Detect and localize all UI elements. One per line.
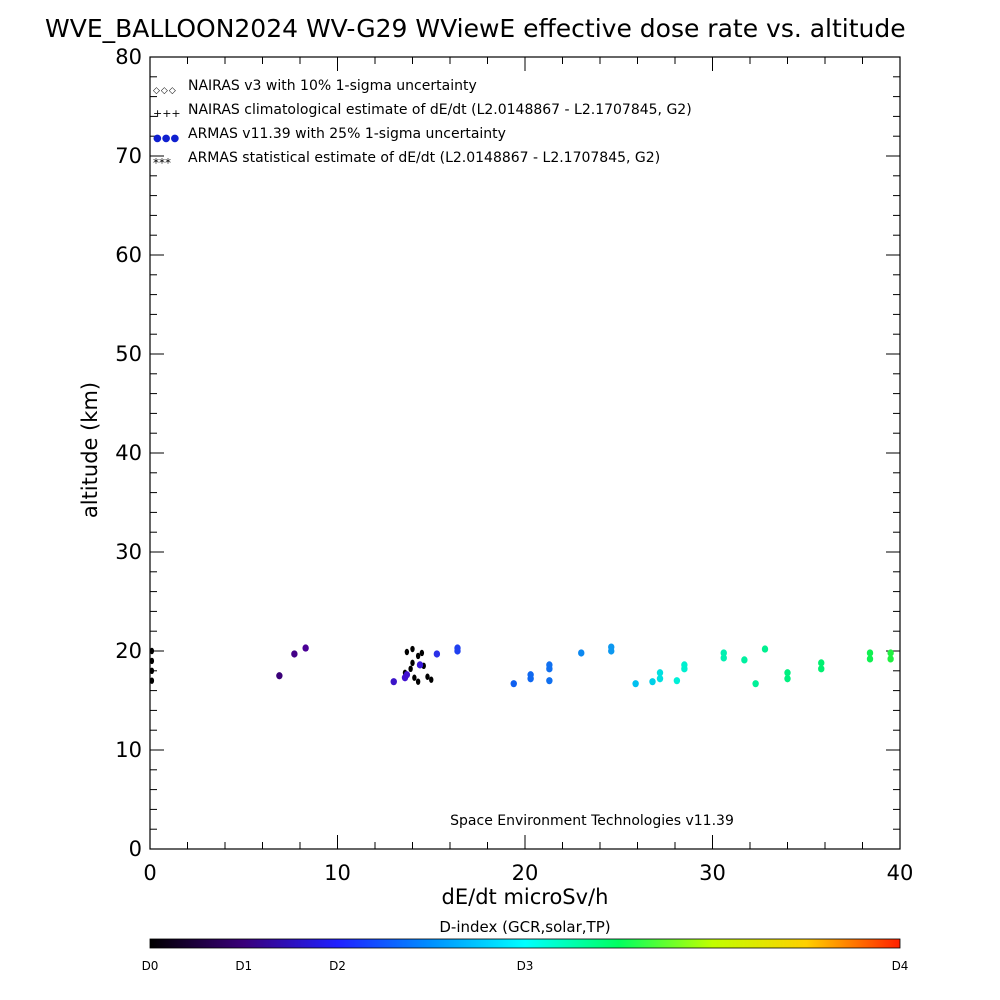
data-point: [673, 677, 681, 685]
data-point: [761, 645, 769, 653]
data-point-black: [149, 677, 155, 684]
x-tick-label: 40: [887, 861, 914, 885]
data-point: [784, 669, 791, 677]
colorbar-label: D1: [235, 959, 252, 973]
x-tick-label: 20: [512, 861, 539, 885]
legend-entry-armas: ●●● ARMAS v11.39 with 25% 1-sigma uncert…: [153, 126, 506, 144]
y-tick-label: 20: [115, 639, 142, 663]
x-axis-label: dE/dt microSv/h: [442, 885, 609, 909]
y-tick-label: 50: [115, 342, 142, 366]
plot-frame: [149, 56, 901, 850]
data-point-black: [415, 652, 421, 660]
colorbar-labels: D0 D1 D2 D3 D4: [142, 959, 909, 973]
x-tick-label: 30: [699, 861, 726, 885]
data-point: [818, 665, 825, 673]
data-point: [656, 669, 664, 677]
data-point-black: [429, 676, 434, 683]
y-tick-label: 70: [115, 144, 142, 168]
data-point-black: [419, 649, 425, 657]
data-point-black: [149, 657, 155, 665]
data-point: [741, 656, 748, 664]
y-tick-label: 30: [115, 540, 142, 564]
data-point: [752, 680, 759, 688]
data-point: [656, 675, 664, 683]
data-point: [302, 644, 309, 652]
colorbar-label: D0: [142, 959, 159, 973]
colorbar-label: D4: [892, 959, 909, 973]
data-point-black: [415, 678, 421, 685]
data-point-black: [408, 665, 413, 673]
data-point: [866, 655, 874, 663]
data-point: [608, 643, 615, 651]
x-tick-label: 0: [143, 861, 156, 885]
data-point: [546, 677, 553, 685]
chart-title: WVE_BALLOON2024 WV-G29 WViewE effective …: [45, 14, 906, 43]
data-point: [866, 649, 874, 657]
data-point: [720, 649, 727, 657]
data-point: [403, 671, 411, 679]
data-point: [291, 650, 298, 658]
legend-label: ARMAS v11.39 with 25% 1-sigma uncertaint…: [188, 126, 506, 142]
y-tick-label: 40: [115, 441, 142, 465]
data-point: [887, 655, 894, 663]
x-tick-label: 10: [324, 861, 351, 885]
colorbar: [149, 938, 901, 949]
data-point: [887, 649, 894, 657]
data-point: [632, 680, 639, 688]
data-point: [546, 661, 553, 669]
data-point: [390, 678, 397, 686]
colorbar-label: D2: [329, 959, 346, 973]
data-point: [527, 671, 534, 679]
data-point-black: [149, 667, 155, 674]
y-axis-label: altitude (km): [78, 382, 102, 518]
data-point-black: [410, 659, 415, 667]
legend-symbol-diamond: ◇◇◇: [153, 86, 177, 96]
credit-annotation: Space Environment Technologies v11.39: [450, 813, 734, 829]
data-point: [818, 659, 825, 667]
legend-entry-armas-stat: *** ARMAS statistical estimate of dE/dt …: [153, 150, 660, 170]
data-point: [433, 650, 441, 658]
data-points: [149, 643, 894, 688]
data-point-black: [404, 648, 410, 656]
y-tick-label: 80: [115, 45, 142, 69]
data-point: [416, 661, 424, 669]
data-point: [681, 661, 688, 669]
data-point: [649, 678, 656, 686]
legend-entry-nairas-clim: +++ NAIRAS climatological estimate of dE…: [153, 102, 692, 120]
data-point-black: [412, 674, 417, 681]
colorbar-title: D-index (GCR,solar,TP): [439, 918, 610, 936]
data-point: [578, 649, 585, 657]
x-axis-ticks: 0 10 20 30 40: [143, 57, 913, 885]
legend-label: NAIRAS climatological estimate of dE/dt …: [188, 102, 692, 118]
data-point: [784, 675, 791, 683]
y-tick-label: 60: [115, 243, 142, 267]
data-point-black: [410, 645, 415, 653]
legend-symbol-asterisk: ***: [153, 156, 171, 170]
data-point: [720, 654, 727, 662]
y-tick-label: 0: [129, 837, 142, 861]
data-point-black: [149, 647, 155, 655]
legend-symbol-plus: +++: [153, 107, 181, 120]
data-point: [276, 672, 283, 680]
y-tick-label: 10: [115, 738, 142, 762]
y-axis-ticks: 0 10 20 30 40 50 60 70 80: [115, 45, 900, 861]
data-point: [454, 644, 461, 652]
data-point-black: [425, 673, 430, 680]
legend-label: NAIRAS v3 with 10% 1-sigma uncertainty: [188, 78, 477, 94]
legend-label: ARMAS statistical estimate of dE/dt (L2.…: [188, 150, 660, 166]
data-point: [510, 680, 517, 688]
legend-entry-nairas: ◇◇◇ NAIRAS v3 with 10% 1-sigma uncertain…: [153, 78, 477, 96]
colorbar-label: D3: [517, 959, 534, 973]
legend-symbol-dot: ●●●: [153, 133, 179, 144]
legend: ◇◇◇ NAIRAS v3 with 10% 1-sigma uncertain…: [153, 78, 692, 170]
